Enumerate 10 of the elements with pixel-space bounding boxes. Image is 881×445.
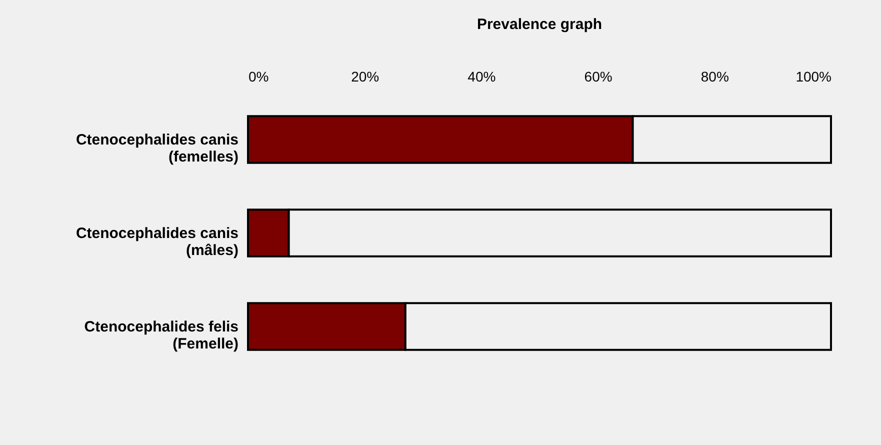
- x-tick-label: 100%: [796, 68, 832, 84]
- y-tick-label: Ctenocephalides canis (mâles): [76, 225, 238, 259]
- x-tick-label: 60%: [584, 68, 612, 84]
- x-tick-label: 0%: [248, 68, 269, 84]
- chart-title: Prevalence graph: [476, 16, 602, 33]
- x-tick-label: 40%: [468, 68, 496, 84]
- x-tick-label: 80%: [700, 68, 729, 84]
- y-tick-label: Ctenocephalides canis (femelles): [76, 131, 238, 166]
- x-tick-label: 20%: [351, 68, 380, 84]
- y-tick-label: Ctenocephalides felis (Femelle): [84, 318, 238, 353]
